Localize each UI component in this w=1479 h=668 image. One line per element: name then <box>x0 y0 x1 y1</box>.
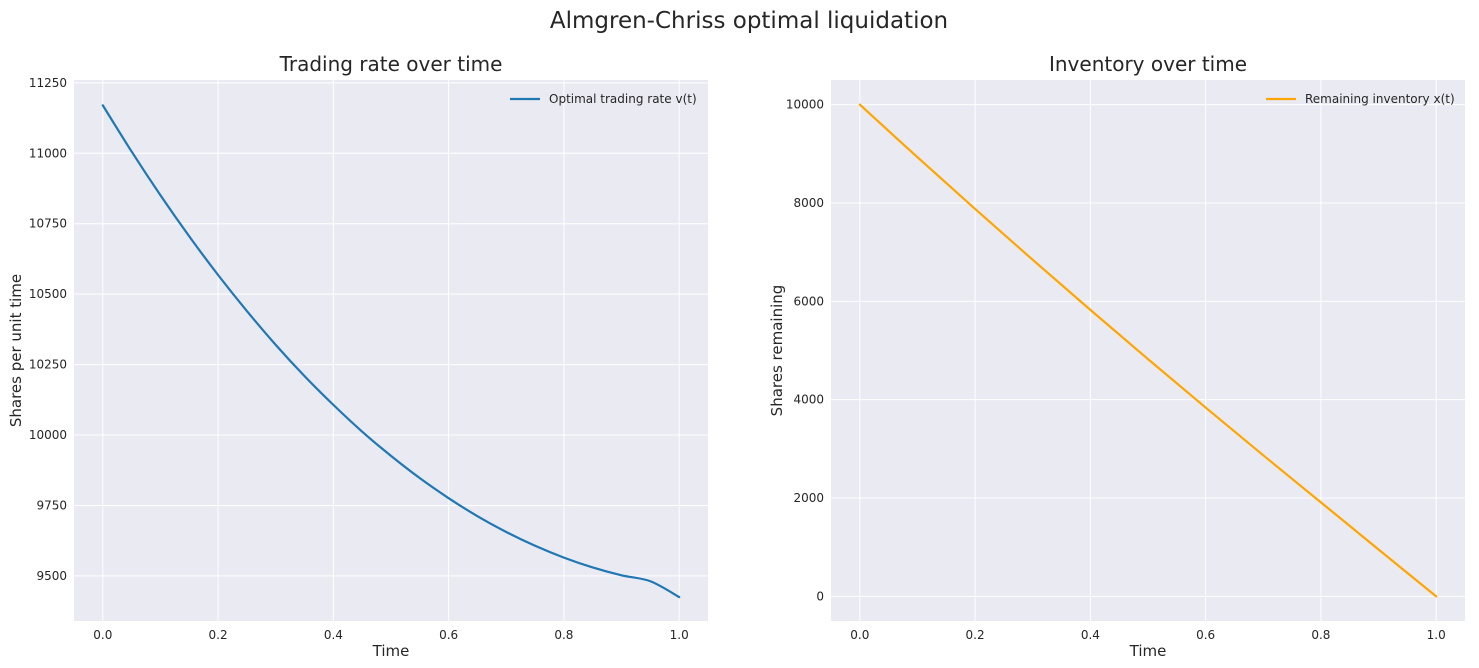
rate-plot-area <box>74 80 708 621</box>
rate-y-tick-label: 9750 <box>36 498 67 512</box>
rate-y-tick-label: 9500 <box>36 569 67 583</box>
rate-x-axis-label: Time <box>372 642 410 660</box>
inventory-y-axis-label: Shares remaining <box>768 285 786 417</box>
rate-x-tick-label: 0.0 <box>93 628 112 642</box>
inventory-y-tick-label: 10000 <box>786 98 824 112</box>
rate-legend-label: Optimal trading rate v(t) <box>549 92 697 106</box>
inventory-plot-area <box>831 80 1465 621</box>
inventory-y-tick-label: 0 <box>816 589 824 603</box>
rate-y-tick-label: 10000 <box>29 428 67 442</box>
inventory-x-axis-label: Time <box>1129 642 1167 660</box>
rate-series-line <box>101 104 681 599</box>
rate-y-axis-label: Shares per unit time <box>7 274 25 427</box>
inventory-x-tick-label: 0.6 <box>1196 628 1215 642</box>
inventory-chart: 0.0 0.2 0.4 0.6 0.8 1.0 0 2000 4000 6000 8000 10000… <box>768 52 1465 660</box>
rate-y-tick-label: 11000 <box>29 146 67 160</box>
inventory-x-tick-label: 0.2 <box>966 628 985 642</box>
rate-x-tick-label: 0.8 <box>554 628 573 642</box>
rate-y-tick-label: 10250 <box>29 358 67 372</box>
figure-title: Almgren-Chriss optimal liquidation <box>550 8 948 34</box>
inventory-legend-label: Remaining inventory x(t) <box>1305 92 1455 106</box>
inventory-y-tick-label: 8000 <box>793 196 824 210</box>
inventory-y-tick-label: 6000 <box>793 294 824 308</box>
trading-rate-chart: 0.0 0.2 0.4 0.6 0.8 1.0 9500 9750 10000 10250 1050… <box>7 52 708 660</box>
inventory-x-tick-label: 1.0 <box>1427 628 1446 642</box>
rate-x-tick-label: 0.2 <box>209 628 228 642</box>
rate-y-tick-label: 10750 <box>29 217 67 231</box>
inventory-chart-title: Inventory over time <box>1049 52 1247 76</box>
rate-y-tick-label: 11250 <box>29 76 67 90</box>
inventory-y-tick-label: 4000 <box>793 393 824 407</box>
rate-y-tick-label: 10500 <box>29 287 67 301</box>
rate-x-tick-label: 0.6 <box>439 628 458 642</box>
inventory-x-tick-label: 0.0 <box>850 628 869 642</box>
inventory-x-tick-label: 0.4 <box>1081 628 1100 642</box>
rate-x-tick-label: 0.4 <box>324 628 343 642</box>
inventory-y-tick-label: 2000 <box>793 491 824 505</box>
inventory-x-tick-label: 0.8 <box>1311 628 1330 642</box>
inventory-series-line <box>858 103 1438 598</box>
rate-chart-title: Trading rate over time <box>279 52 503 76</box>
rate-x-tick-label: 1.0 <box>670 628 689 642</box>
